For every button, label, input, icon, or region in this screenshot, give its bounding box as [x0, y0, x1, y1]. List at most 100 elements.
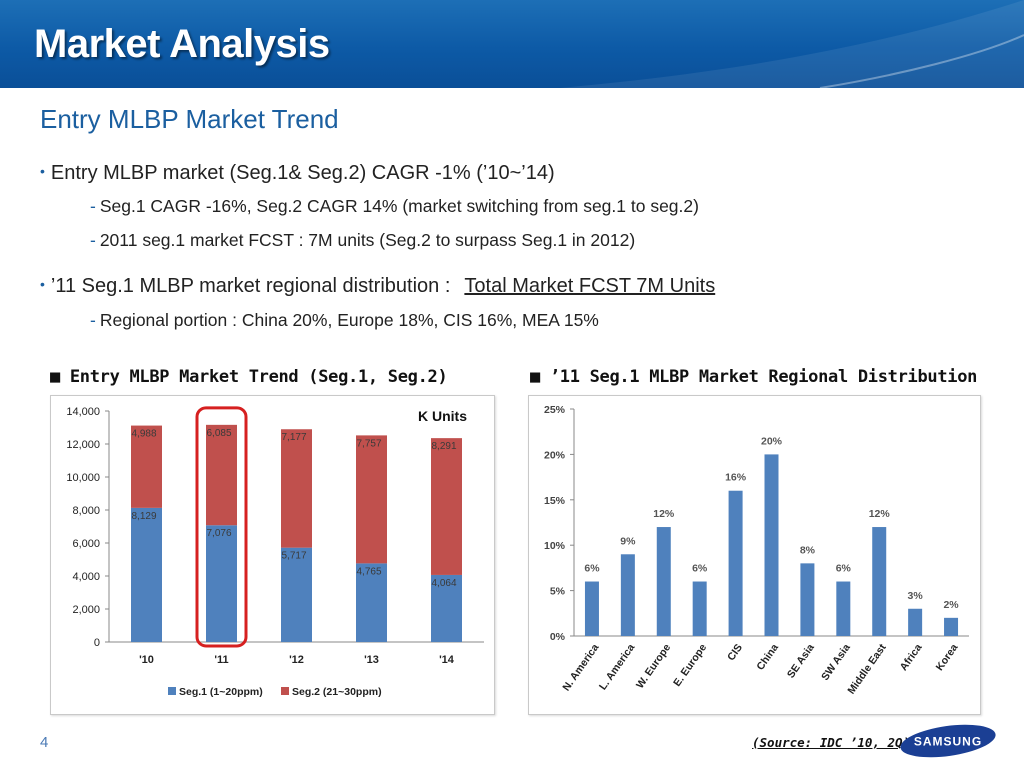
header-swoosh-graphic [560, 0, 1024, 88]
left-chart-title: ■ Entry MLBP Market Trend (Seg.1, Seg.2) [50, 367, 448, 387]
bar [800, 563, 815, 636]
page-number: 4 [40, 734, 49, 751]
bar [944, 617, 959, 636]
bullet-dot: • [40, 276, 45, 292]
unit-label: K Units [418, 408, 467, 424]
data-label: 20% [761, 435, 783, 447]
y-tick-label: 10,000 [66, 472, 100, 484]
legend-label: Seg.1 (1~20ppm) [179, 686, 263, 698]
y-tick-label: 2,000 [72, 604, 100, 616]
bar [656, 527, 671, 636]
y-tick-label: 25% [544, 404, 566, 416]
x-tick-label: '12 [289, 654, 304, 666]
x-tick-label: '14 [439, 654, 455, 666]
data-label: 2% [943, 599, 959, 611]
bar-segment [356, 563, 387, 642]
x-tick-label: CIS [725, 642, 745, 663]
x-tick-label: China [754, 642, 781, 673]
y-tick-label: 0% [550, 631, 566, 643]
data-label: 6% [584, 563, 600, 575]
regional-chart-frame: 0% 5% 10% 15% 20% 25% 6% N. America 9% L. America… [528, 395, 981, 715]
bar [836, 581, 851, 636]
samsung-logo: SAMSUNG [900, 724, 996, 758]
sub-bullet-2: -2011 seg.1 market FCST : 7M units (Seg.… [90, 230, 635, 251]
data-label: 6,085 [207, 428, 232, 439]
total-market-link: Total Market FCST 7M Units [464, 275, 716, 297]
y-tick-label: 10% [544, 540, 566, 552]
bar [728, 490, 743, 636]
bar-segment [206, 424, 237, 526]
bullet-dot: • [40, 163, 45, 179]
y-tick-label: 14,000 [66, 406, 100, 418]
data-label: 7,076 [207, 528, 232, 539]
sub-bullet-3-text: Regional portion : China 20%, Europe 18%… [99, 310, 599, 330]
dash-marker: - [90, 310, 96, 330]
bar-segment [131, 507, 162, 642]
bar-segment [356, 435, 387, 564]
data-label: 6% [836, 563, 852, 575]
legend-swatch [281, 687, 289, 695]
y-tick-label: 4,000 [72, 571, 100, 583]
source-note: (Source: IDC ’10, 2Q) [752, 735, 911, 750]
bar [764, 454, 779, 636]
bullet-1: • Entry MLBP market (Seg.1& Seg.2) CAGR -… [40, 162, 555, 185]
x-tick-label: '11 [214, 654, 228, 666]
x-tick-label: SE Asia [785, 642, 817, 681]
x-tick-label: Africa [898, 642, 925, 673]
y-tick-label: 6,000 [72, 538, 100, 550]
bar-segment [281, 429, 312, 548]
data-label: 6% [692, 563, 708, 575]
bar [872, 527, 887, 636]
bar-segment [281, 547, 312, 642]
bar-segment [206, 525, 237, 642]
bullet-2: • ’11 Seg.1 MLBP market regional distribu… [40, 275, 715, 298]
y-tick-label: 8,000 [72, 505, 100, 517]
bar [620, 554, 635, 636]
bar-segment [431, 438, 462, 575]
x-tick-label: W. Europe [634, 642, 673, 691]
data-label: 8% [800, 544, 816, 556]
highlight-box [195, 406, 248, 648]
bar-segment [131, 425, 162, 508]
bar [908, 608, 923, 636]
sub-bullet-3: - Regional portion : China 20%, Europe 18… [90, 310, 599, 331]
right-chart-title: ■ ’11 Seg.1 MLBP Market Regional Distrib… [530, 367, 978, 387]
data-label: 4,988 [132, 429, 157, 440]
data-label: 4,064 [432, 578, 457, 589]
y-tick-label: 15% [544, 495, 566, 507]
regional-chart: 0% 5% 10% 15% 20% 25% 6% N. America 9% L. America… [544, 404, 969, 697]
bar-segment [431, 574, 462, 642]
sub-bullet-1: - Seg.1 CAGR -16%, Seg.2 CAGR 14% (market… [90, 196, 699, 217]
data-label: 3% [908, 590, 924, 602]
header-bar [0, 0, 1024, 88]
data-label: 4,765 [357, 566, 382, 577]
data-label: 9% [620, 535, 636, 547]
sub-bullet-2-text: 2011 seg.1 market FCST : 7M units (Seg.2… [99, 230, 636, 250]
bullet-2-text: ’11 Seg.1 MLBP market regional distribut… [50, 275, 451, 297]
data-label: 16% [725, 472, 747, 484]
trend-chart: 0 2,000 4,000 6,000 8,000 10,000 12,000 14,000 8… [66, 406, 484, 698]
data-label: 12% [653, 508, 675, 520]
bar [692, 581, 707, 636]
x-tick-label: '10 [139, 654, 154, 666]
trend-chart-frame: 0 2,000 4,000 6,000 8,000 10,000 12,000 14,000 8… [50, 395, 495, 715]
section-title: Entry MLBP Market Trend [40, 104, 339, 134]
x-tick-label: SW Asia [819, 642, 853, 683]
data-label: 8,291 [432, 441, 457, 452]
bullet-1-text: Entry MLBP market (Seg.1& Seg.2) CAGR -1… [50, 162, 555, 184]
y-tick-label: 0 [94, 637, 100, 649]
sub-bullet-1-text: Seg.1 CAGR -16%, Seg.2 CAGR 14% (market … [99, 196, 699, 216]
legend-label: Seg.2 (21~30ppm) [292, 686, 382, 698]
data-label: 7,177 [282, 432, 307, 443]
data-label: 7,757 [357, 438, 382, 449]
data-label: 5,717 [282, 551, 307, 562]
y-tick-label: 5% [550, 586, 566, 598]
data-label: 8,129 [132, 511, 157, 522]
legend-swatch [168, 687, 176, 695]
x-tick-label: '13 [364, 654, 379, 666]
y-tick-label: 12,000 [66, 439, 100, 451]
y-tick-label: 20% [544, 449, 566, 461]
x-tick-label: N. America [560, 642, 601, 694]
dash-marker: - [90, 230, 96, 250]
data-label: 12% [869, 508, 891, 520]
